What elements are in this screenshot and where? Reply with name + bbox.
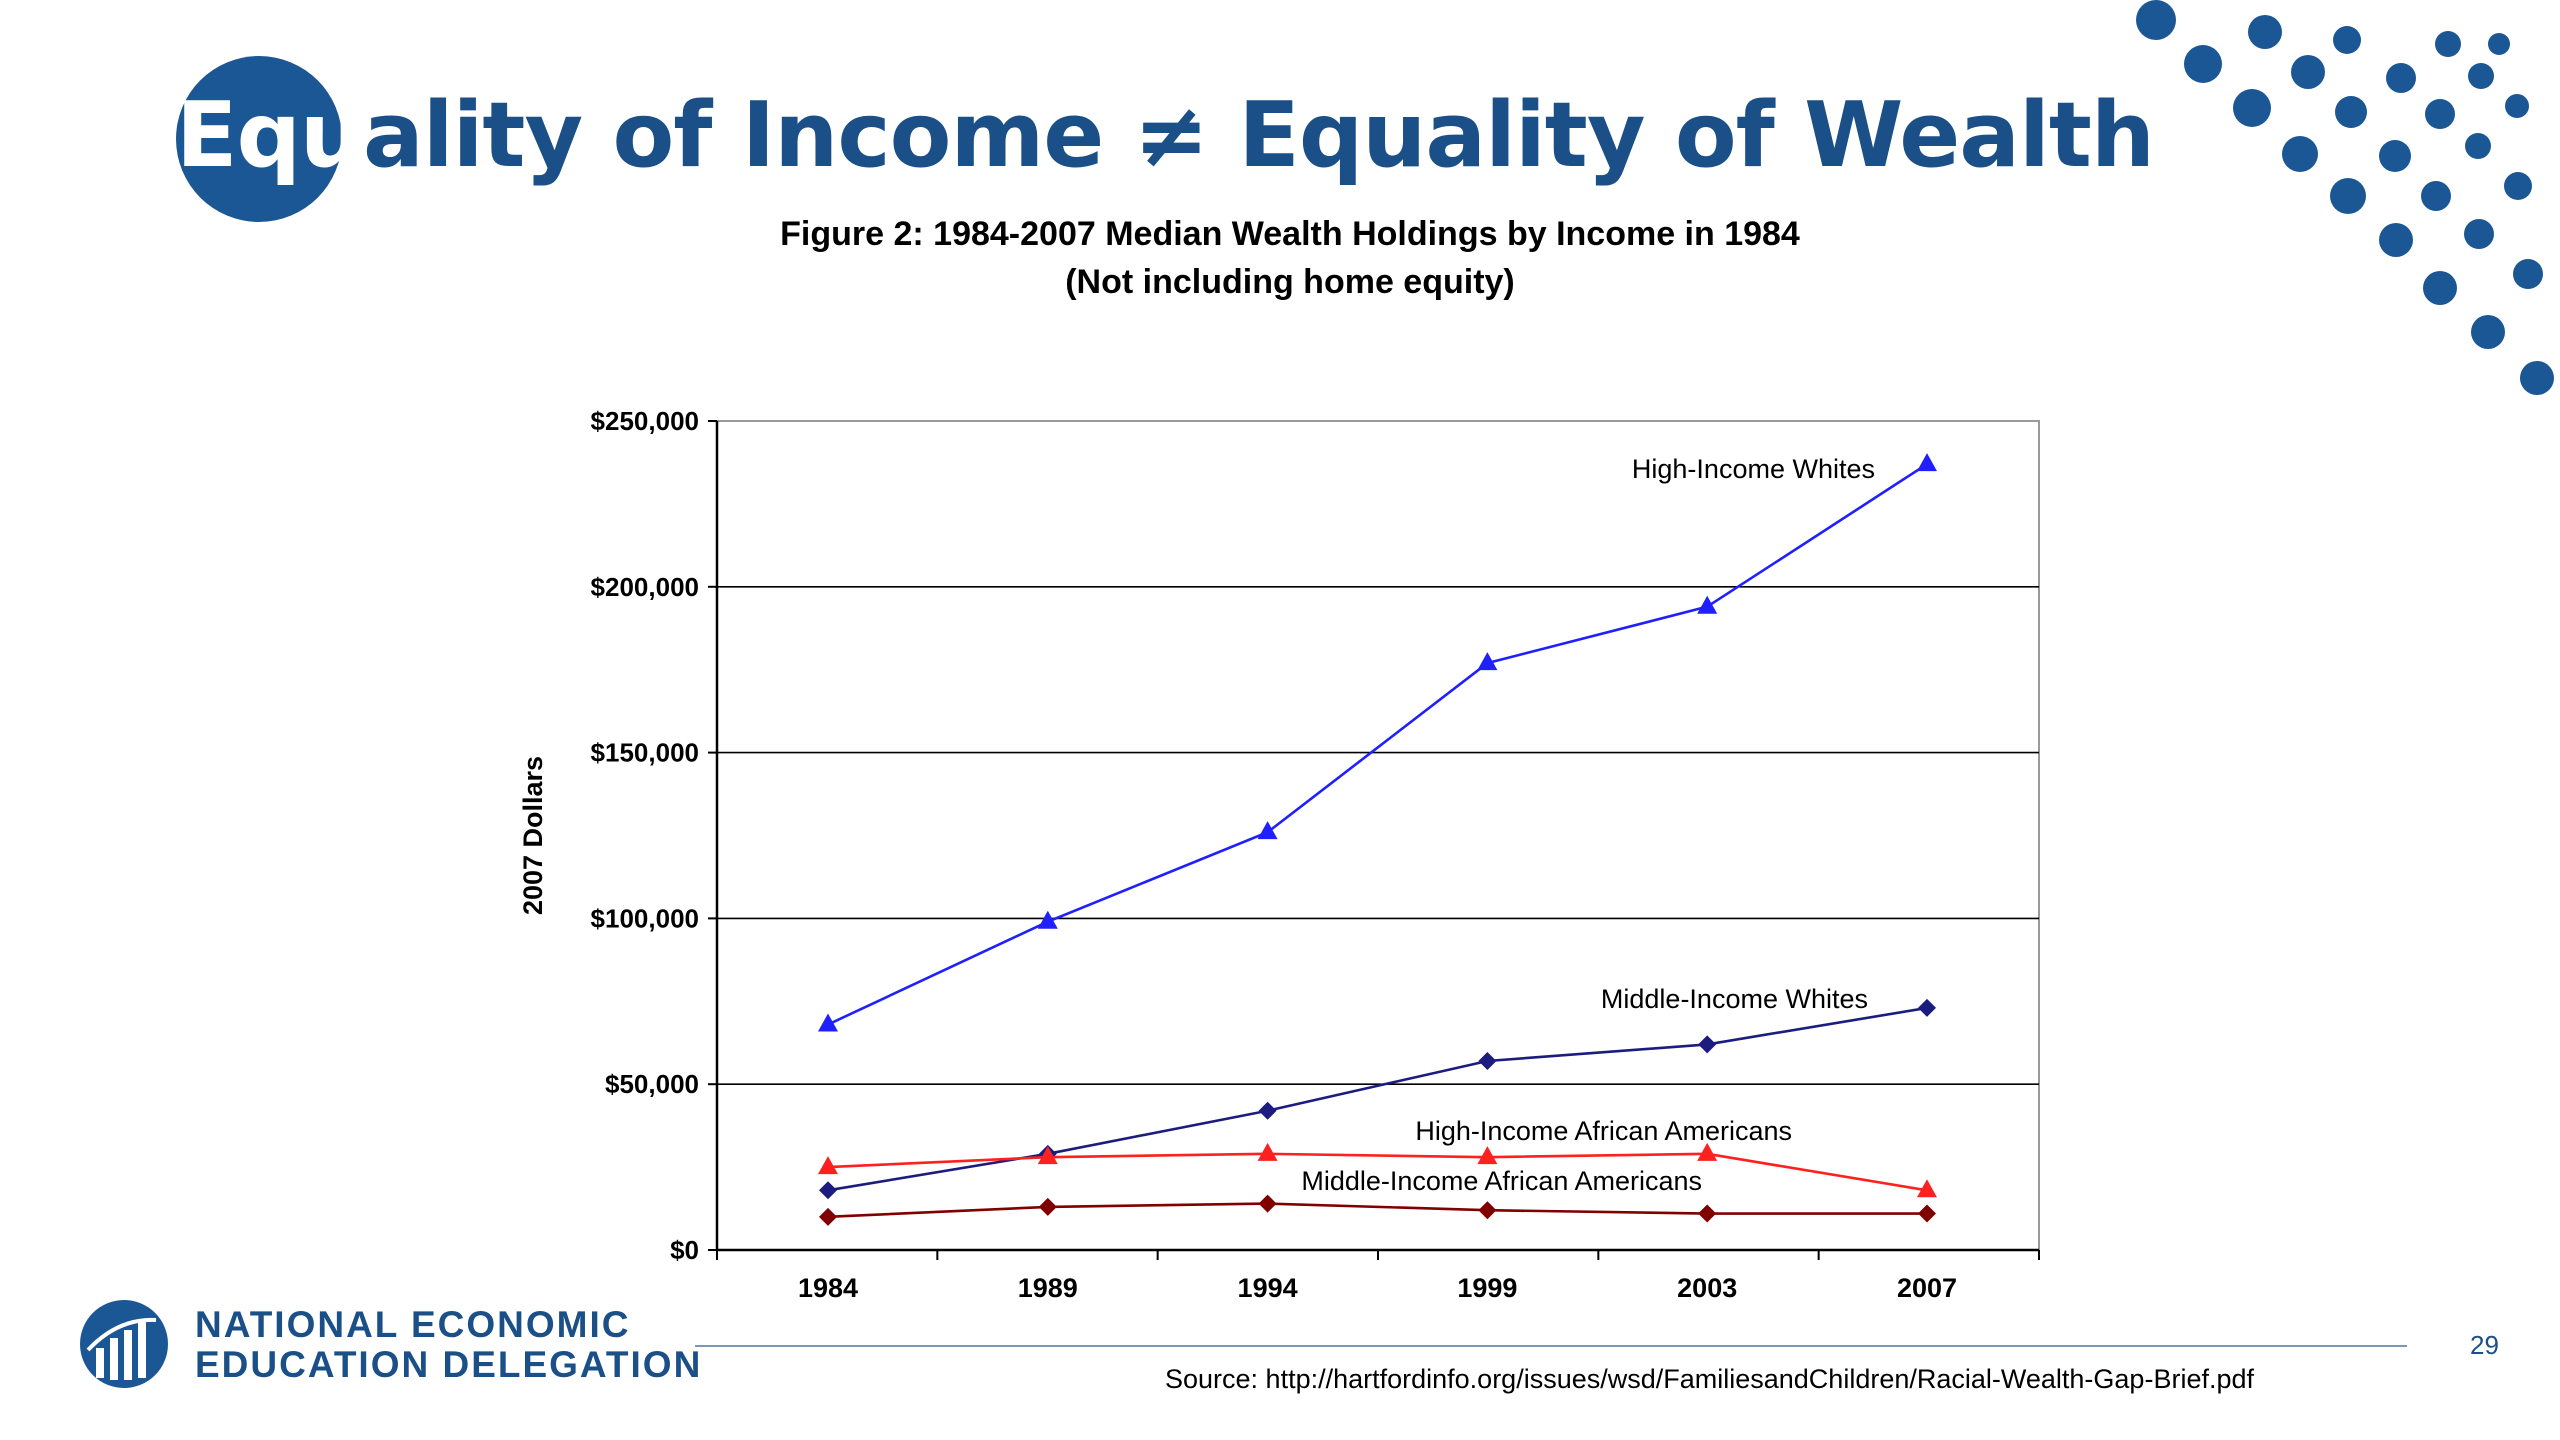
x-tick-label: 2007 [1897, 1273, 1957, 1303]
page-number: 29 [2470, 1330, 2499, 1360]
data-point [1258, 1194, 1277, 1213]
decorative-dot [2421, 181, 2451, 211]
data-point [1258, 1101, 1277, 1120]
decorative-dot [2233, 89, 2271, 127]
y-tick-label: $100,000 [591, 903, 699, 933]
decorative-dot [2423, 271, 2457, 305]
data-point [1918, 998, 1936, 1017]
x-tick-label: 1984 [798, 1273, 858, 1303]
decorative-dot [2488, 33, 2510, 55]
slide-title-rest: ality of Income ≠ Equality of Wealth [362, 83, 2155, 188]
series-label: Middle-Income Whites [1601, 984, 1868, 1014]
series-label: Middle-Income African Americans [1301, 1166, 1702, 1196]
decorative-dot [2291, 55, 2325, 89]
chart-subtitle: (Not including home equity) [1065, 263, 1515, 301]
data-point [1697, 595, 1718, 614]
data-point [1477, 652, 1498, 671]
y-tick-label: $200,000 [591, 572, 699, 602]
figure-caption: Figure 2: 1984-2007 Median Wealth Holdin… [460, 210, 2120, 306]
decorative-dot [2386, 63, 2416, 93]
decorative-dot [2471, 315, 2505, 349]
y-axis-title: 2007 Dollars [518, 756, 548, 915]
decorative-dot [2282, 136, 2318, 172]
decorative-dot [2435, 31, 2461, 57]
x-tick-label: 1989 [1018, 1273, 1078, 1303]
decorative-dot [2248, 15, 2282, 49]
decorative-dot [2504, 172, 2532, 200]
y-tick-label: $50,000 [605, 1069, 699, 1099]
slide-title: Equality of Income ≠ Equality of Wealth [176, 76, 2155, 196]
data-point [818, 1013, 838, 1032]
data-point [819, 1181, 837, 1200]
slide-title-highlight: Equ [176, 83, 364, 188]
data-point [1257, 821, 1278, 840]
chart-title: Figure 2: 1984-2007 Median Wealth Holdin… [780, 215, 1800, 253]
data-point [1918, 1204, 1936, 1223]
data-point [1037, 910, 1058, 929]
plot-area [716, 420, 2040, 1251]
bar-chart-globe-icon [80, 1300, 168, 1388]
decorative-dot [2520, 361, 2554, 395]
data-point [1698, 1035, 1717, 1054]
data-point [1917, 453, 1937, 472]
data-point [818, 1156, 838, 1175]
decorative-dot [2379, 140, 2411, 172]
data-point [1478, 1201, 1497, 1220]
organization-name: NATIONAL ECONOMIC EDUCATION DELEGATION [195, 1305, 702, 1385]
decorative-dot [2379, 223, 2413, 257]
x-tick-label: 2003 [1677, 1273, 1737, 1303]
series-line [827, 1202, 1927, 1219]
data-point [1038, 1197, 1057, 1216]
org-name-line1: NATIONAL ECONOMIC [195, 1304, 631, 1345]
series-line [827, 1152, 1928, 1192]
decorative-dot [2505, 94, 2529, 118]
data-point [1697, 1142, 1718, 1161]
data-point [1477, 1146, 1498, 1165]
y-tick-label: $150,000 [591, 738, 699, 768]
decorative-dot [2513, 259, 2543, 289]
data-point [1478, 1051, 1497, 1070]
footer-divider [695, 1345, 2407, 1347]
data-point [1037, 1146, 1058, 1165]
data-point [819, 1207, 837, 1226]
data-point [1257, 1142, 1278, 1161]
series-label: High-Income African Americans [1415, 1116, 1792, 1146]
series-line [827, 463, 1928, 1026]
x-tick-label: 1999 [1457, 1273, 1517, 1303]
title-circle-decoration [176, 56, 342, 222]
decorative-dot [2184, 45, 2222, 83]
source-citation: Source: http://hartfordinfo.org/issues/w… [1165, 1364, 2254, 1394]
decorative-dot [2464, 219, 2494, 249]
decorative-dot [2335, 96, 2367, 128]
decorative-dot [2465, 133, 2491, 159]
org-name-line2: EDUCATION DELEGATION [195, 1344, 703, 1385]
x-tick-label: 1994 [1238, 1273, 1298, 1303]
y-tick-label: $0 [670, 1235, 699, 1265]
decorative-dot [2333, 26, 2361, 54]
series-label: High-Income Whites [1632, 454, 1875, 484]
y-tick-label: $250,000 [591, 406, 699, 436]
decorative-dot [2425, 99, 2455, 129]
decorative-dot [2330, 178, 2366, 214]
decorative-dot [2468, 63, 2494, 89]
decorative-dot [2136, 0, 2176, 40]
data-point [1917, 1179, 1937, 1198]
data-point [1698, 1204, 1717, 1223]
